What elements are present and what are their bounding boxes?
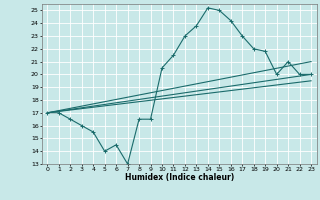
X-axis label: Humidex (Indice chaleur): Humidex (Indice chaleur) xyxy=(124,173,234,182)
